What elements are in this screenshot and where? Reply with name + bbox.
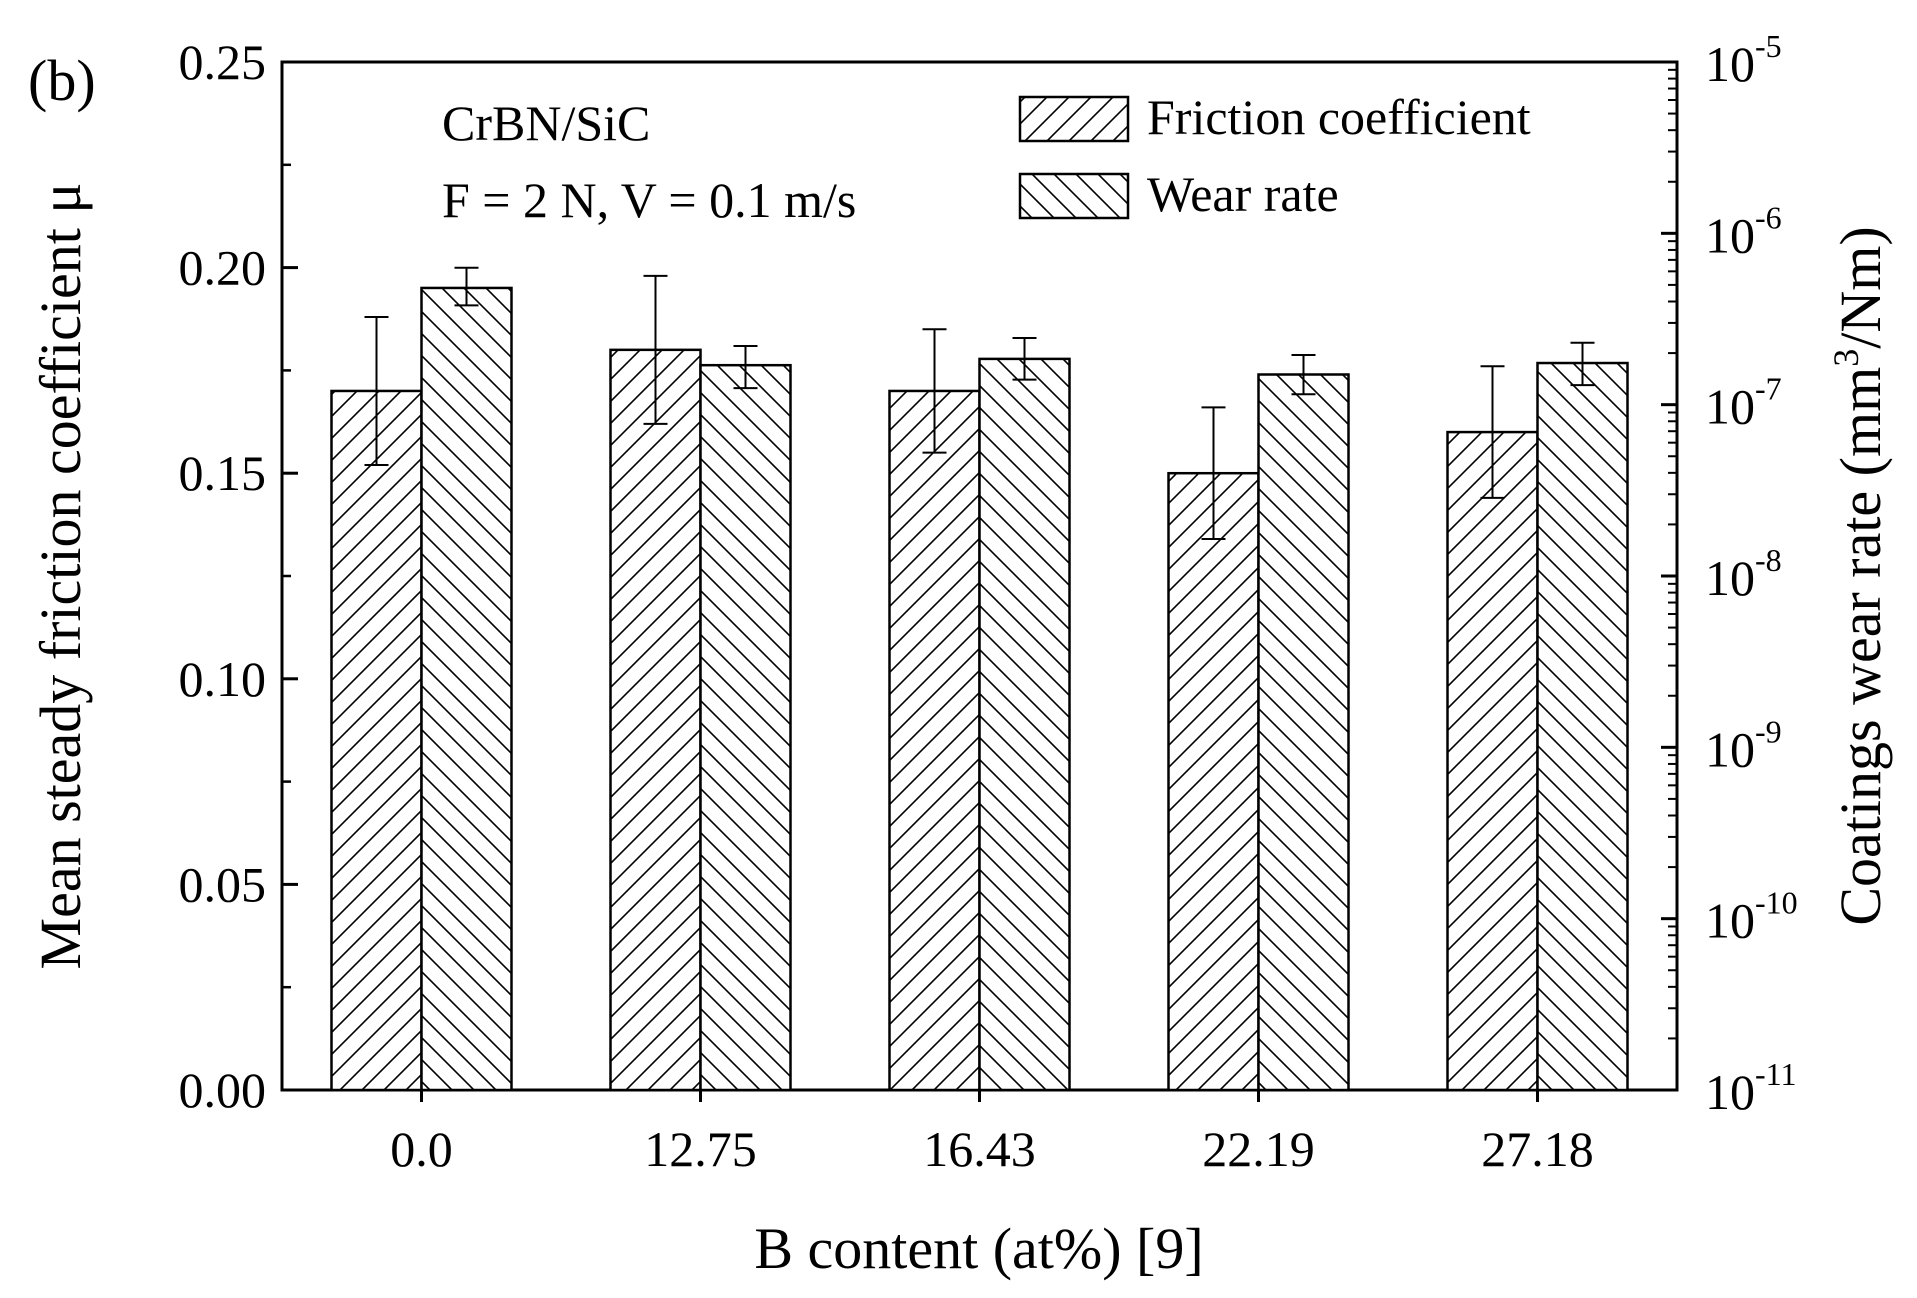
y2-tick-exp: -11 <box>1755 1056 1796 1092</box>
errors-layer <box>364 266 1595 540</box>
ticks-layer: 0.000.050.100.150.200.2510-1110-1010-910… <box>179 28 1798 1177</box>
legend-label-friction: Friction coefficient <box>1147 89 1531 145</box>
annotation-line1: CrBN/SiC <box>442 95 650 151</box>
y2-tick-base: 10 <box>1705 379 1755 435</box>
y2-tick-exp: -10 <box>1755 885 1798 921</box>
y2-axis-title-suffix: /Nm) <box>1828 226 1893 348</box>
x-tick-label: 12.75 <box>644 1121 757 1177</box>
y2-tick-base: 10 <box>1705 36 1755 92</box>
bar-friction <box>1167 471 1260 1092</box>
x-axis-title: B content (at%) [9] <box>754 1216 1203 1281</box>
y2-axis-title-sup: 3 <box>1826 349 1866 367</box>
bar-friction <box>330 389 423 1092</box>
y-tick-label: 0.20 <box>179 240 267 296</box>
legend: Friction coefficient Wear rate <box>1018 89 1531 222</box>
y2-tick-exp: -9 <box>1755 713 1782 749</box>
y-tick-label: 0.05 <box>179 856 267 912</box>
y-tick-label: 0.10 <box>179 651 267 707</box>
y2-tick-base: 10 <box>1705 550 1755 606</box>
legend-swatch-wear <box>1018 172 1130 220</box>
y2-axis-title: Coatings wear rate (mm3/Nm) <box>1826 226 1893 925</box>
bar-friction <box>1446 430 1539 1092</box>
y2-tick-label: 10-7 <box>1705 371 1782 435</box>
y-tick-label: 0.00 <box>179 1062 267 1118</box>
x-tick-label: 27.18 <box>1481 1121 1594 1177</box>
y2-tick-exp: -8 <box>1755 542 1782 578</box>
y2-tick-base: 10 <box>1705 1064 1755 1120</box>
bar-wear <box>978 357 1071 1092</box>
x-tick-label: 16.43 <box>923 1121 1036 1177</box>
x-tick-label: 0.0 <box>390 1121 453 1177</box>
bar-friction <box>609 348 702 1092</box>
bar-wear <box>1536 361 1629 1092</box>
annotation-line2: F = 2 N, V = 0.1 m/s <box>442 172 856 228</box>
y2-tick-label: 10-10 <box>1705 885 1798 949</box>
y2-tick-base: 10 <box>1705 721 1755 777</box>
y-tick-label: 0.15 <box>179 445 267 501</box>
y2-tick-label: 10-5 <box>1705 28 1782 92</box>
legend-label-wear: Wear rate <box>1147 166 1339 222</box>
y2-tick-exp: -7 <box>1755 371 1782 407</box>
bar-wear <box>699 363 792 1092</box>
y-axis-title: Mean steady friction coefficient μ <box>28 183 93 970</box>
bar-wear <box>420 286 513 1092</box>
bars-layer <box>330 286 1629 1092</box>
y2-tick-base: 10 <box>1705 893 1755 949</box>
y-tick-label: 0.25 <box>179 34 267 90</box>
y2-tick-label: 10-8 <box>1705 542 1782 606</box>
y2-tick-exp: -5 <box>1755 28 1782 64</box>
y2-tick-label: 10-6 <box>1705 199 1782 263</box>
legend-swatch-friction <box>1018 95 1130 143</box>
bar-friction <box>888 389 981 1092</box>
y2-axis-title-prefix: Coatings wear rate (mm <box>1828 367 1893 926</box>
y2-tick-label: 10-11 <box>1705 1056 1796 1120</box>
x-tick-label: 22.19 <box>1202 1121 1315 1177</box>
y2-tick-label: 10-9 <box>1705 713 1782 777</box>
panel-label: (b) <box>28 48 96 113</box>
y2-tick-exp: -6 <box>1755 199 1782 235</box>
y2-tick-base: 10 <box>1705 207 1755 263</box>
bar-wear <box>1257 373 1350 1092</box>
